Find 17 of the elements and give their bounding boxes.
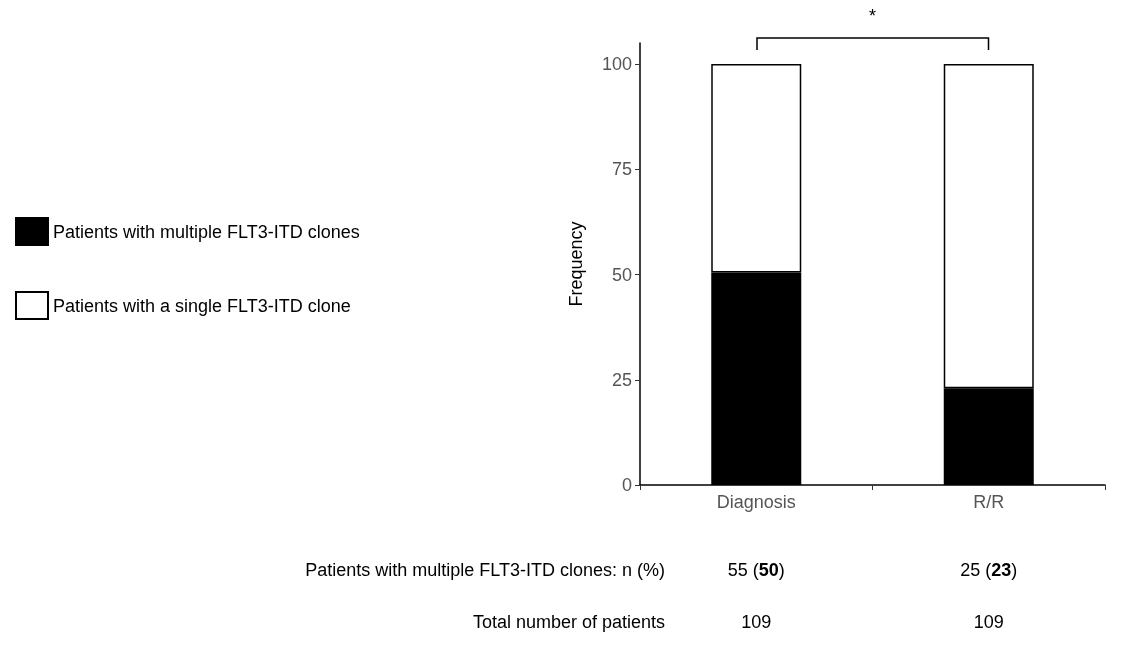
text: 109 — [973, 612, 1004, 633]
data-label: 25 (23) — [960, 560, 1018, 581]
y-tick-label: 25 — [611, 369, 632, 390]
x-tick-label: Diagnosis — [716, 492, 796, 512]
text: 109 — [741, 612, 772, 633]
text: Patients with multiple FLT3-ITD clones: n (%) — [305, 560, 665, 581]
x-tick-label: R/R — [973, 492, 1005, 512]
text: Total number of patients — [472, 612, 665, 633]
legend-label: Patients with a single FLT3-ITD clone — [53, 295, 351, 316]
y-tick-label: 0 — [621, 475, 632, 495]
y-tick-label: 50 — [611, 264, 632, 285]
y-axis-title: Frequency — [566, 221, 586, 307]
y-tick-label: 100 — [601, 54, 632, 75]
y-tick-label: 75 — [611, 159, 632, 180]
legend-label: Patients with multiple FLT3-ITD clones — [53, 221, 360, 242]
text: * — [868, 6, 877, 27]
data-label: 55 (50) — [727, 560, 785, 581]
